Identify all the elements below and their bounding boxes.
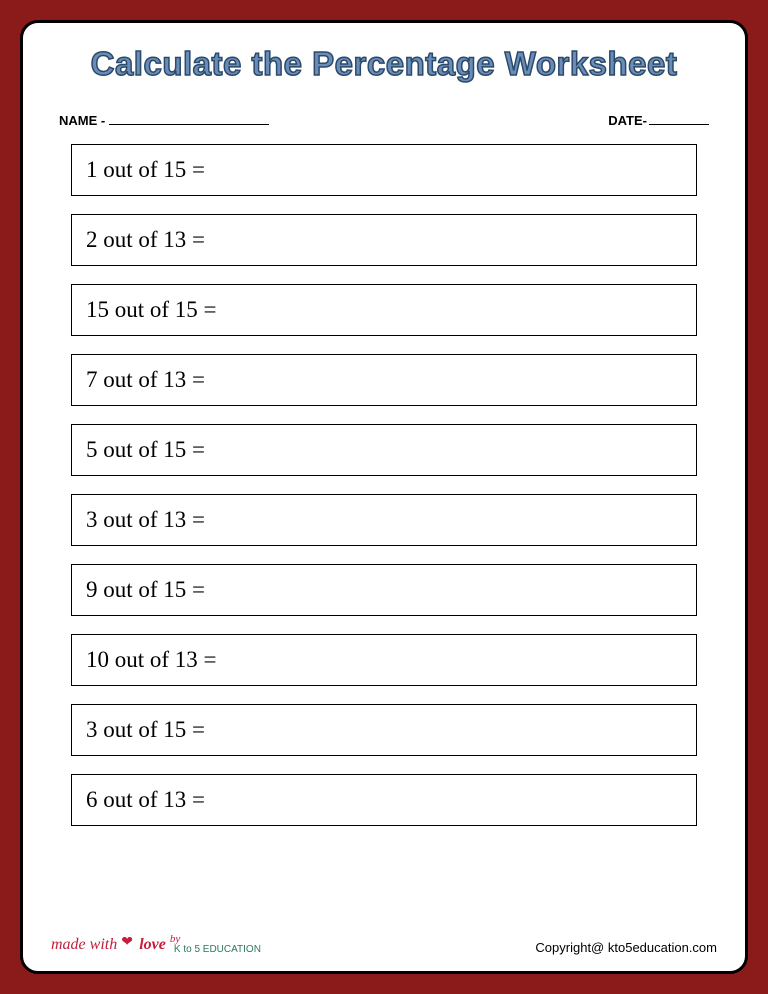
problem-row: 15 out of 15 = [71,284,697,336]
problem-row: 10 out of 13 = [71,634,697,686]
copyright-text: Copyright@ kto5education.com [535,940,717,955]
name-label: NAME - [59,113,105,128]
problem-row: 3 out of 13 = [71,494,697,546]
worksheet-page: Calculate the Percentage Worksheet NAME … [20,20,748,974]
love-text: love [139,936,166,954]
date-blank-line[interactable] [649,111,709,125]
date-field: DATE- [608,111,709,128]
name-blank-line[interactable] [109,111,269,125]
name-field: NAME - [59,111,269,128]
page-title: Calculate the Percentage Worksheet [51,45,717,83]
heart-icon [121,938,135,952]
problem-row: 2 out of 13 = [71,214,697,266]
brand-wrap: by K to 5 EDUCATION [170,934,261,955]
date-label: DATE- [608,113,647,128]
made-with-text: made with [51,936,117,954]
problem-row: 5 out of 15 = [71,424,697,476]
problem-row: 7 out of 13 = [71,354,697,406]
problem-row: 6 out of 13 = [71,774,697,826]
footer: made with love by K to 5 EDUCATION Copyr… [51,934,717,955]
problems-container: 1 out of 15 = 2 out of 13 = 15 out of 15… [51,144,717,826]
problem-row: 1 out of 15 = [71,144,697,196]
problem-row: 9 out of 15 = [71,564,697,616]
made-with-badge: made with love by K to 5 EDUCATION [51,934,261,955]
brand-text: K to 5 EDUCATION [174,945,261,955]
problem-row: 3 out of 15 = [71,704,697,756]
header-row: NAME - DATE- [51,111,717,128]
